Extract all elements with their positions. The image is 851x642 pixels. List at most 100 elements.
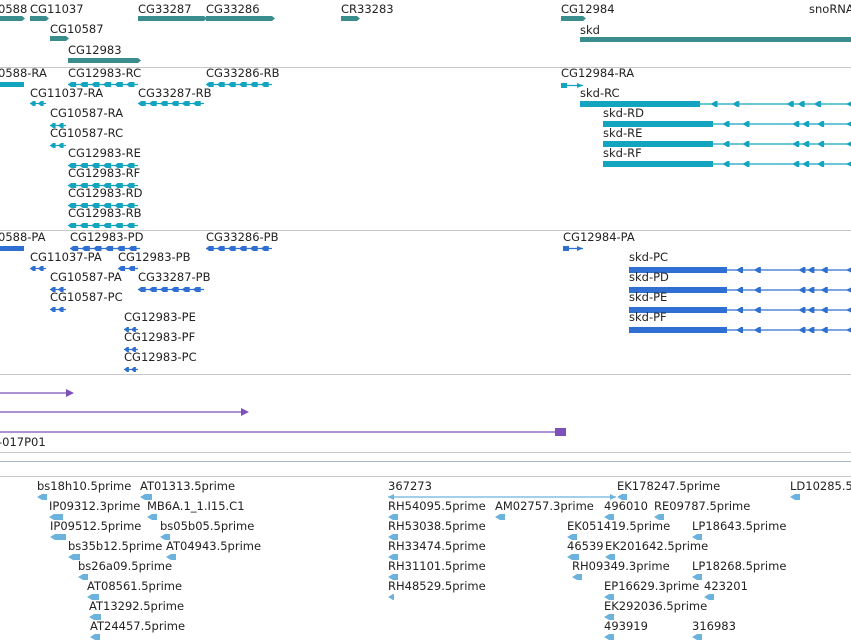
feature-label[interactable]: 0588-RA bbox=[0, 66, 47, 80]
feature-label[interactable]: RH31101.5prime bbox=[388, 559, 486, 573]
feature-glyph[interactable] bbox=[37, 493, 51, 502]
feature-glyph[interactable] bbox=[572, 573, 586, 582]
feature-label[interactable]: EK292036.5prime bbox=[604, 599, 708, 613]
feature-glyph[interactable] bbox=[78, 573, 92, 582]
feature-label[interactable]: snoRNA bbox=[809, 2, 851, 16]
feature-label[interactable]: CG33286-RB bbox=[206, 66, 280, 80]
feature-label[interactable]: CG33287 bbox=[138, 2, 192, 16]
feature-glyph[interactable] bbox=[124, 345, 142, 354]
feature-glyph[interactable] bbox=[68, 201, 142, 210]
feature-label[interactable]: 496010 bbox=[604, 499, 648, 513]
clone-label[interactable]: -017P01 bbox=[0, 435, 46, 449]
feature-glyph[interactable] bbox=[341, 14, 361, 23]
feature-glyph[interactable] bbox=[124, 325, 142, 334]
feature-glyph[interactable] bbox=[30, 264, 50, 273]
feature-label[interactable]: AM02757.3prime bbox=[495, 499, 594, 513]
feature-label[interactable]: EP16629.3prime bbox=[604, 579, 700, 593]
feature-label[interactable]: CG10587 bbox=[50, 22, 104, 36]
feature-glyph[interactable] bbox=[68, 181, 142, 190]
feature-label[interactable]: CG12983-RE bbox=[68, 146, 141, 160]
feature-label[interactable]: 46539 bbox=[567, 539, 604, 553]
feature-glyph[interactable] bbox=[50, 121, 70, 130]
feature-label[interactable]: skd-PC bbox=[629, 250, 669, 264]
feature-label[interactable]: AT01313.5prime bbox=[140, 479, 236, 493]
feature-label[interactable]: 493919 bbox=[604, 619, 648, 633]
feature-glyph[interactable] bbox=[50, 285, 70, 294]
feature-glyph[interactable] bbox=[138, 14, 208, 23]
feature-label[interactable]: CG33286 bbox=[206, 2, 260, 16]
feature-label[interactable]: CG12983-PB bbox=[118, 250, 191, 264]
feature-glyph[interactable] bbox=[50, 305, 70, 314]
feature-glyph[interactable] bbox=[692, 533, 706, 542]
feature-glyph[interactable] bbox=[206, 244, 276, 253]
feature-glyph[interactable] bbox=[605, 553, 619, 562]
feature-label[interactable]: CG12983-RD bbox=[68, 186, 143, 200]
feature-label[interactable]: CG11037 bbox=[30, 2, 84, 16]
feature-label[interactable]: IP09312.3prime bbox=[49, 499, 141, 513]
feature-glyph[interactable] bbox=[563, 244, 587, 253]
feature-label[interactable]: EK178247.5prime bbox=[617, 479, 721, 493]
feature-label[interactable]: 367273 bbox=[388, 479, 432, 493]
feature-glyph[interactable] bbox=[604, 613, 618, 622]
feature-glyph[interactable] bbox=[138, 99, 208, 108]
feature-glyph[interactable] bbox=[160, 533, 174, 542]
feature-glyph[interactable] bbox=[124, 365, 142, 374]
feature-label[interactable]: CG12983-RF bbox=[68, 166, 141, 180]
feature-label[interactable]: 0588 bbox=[0, 2, 28, 16]
feature-label[interactable]: 423201 bbox=[704, 579, 748, 593]
feature-glyph[interactable] bbox=[0, 244, 28, 253]
feature-glyph[interactable] bbox=[68, 80, 142, 89]
feature-glyph[interactable] bbox=[147, 513, 161, 522]
feature-label[interactable]: RH53038.5prime bbox=[388, 519, 486, 533]
feature-label[interactable]: RH48529.5prime bbox=[388, 579, 486, 593]
feature-label[interactable]: CR33283 bbox=[341, 2, 394, 16]
feature-label[interactable]: skd-RC bbox=[580, 86, 620, 100]
feature-glyph[interactable] bbox=[30, 14, 50, 23]
feature-glyph[interactable] bbox=[50, 141, 70, 150]
feature-label[interactable]: bs05b05.5prime bbox=[160, 519, 255, 533]
feature-glyph[interactable] bbox=[603, 139, 851, 149]
feature-glyph[interactable] bbox=[561, 14, 587, 23]
feature-glyph[interactable] bbox=[138, 285, 208, 294]
feature-glyph[interactable] bbox=[166, 553, 180, 562]
feature-label[interactable]: RE09787.5prime bbox=[654, 499, 751, 513]
feature-label[interactable]: skd-PD bbox=[629, 270, 669, 284]
feature-label[interactable]: MB6A.1_1.I15.C1 bbox=[147, 499, 245, 513]
feature-label[interactable]: skd-RF bbox=[603, 146, 642, 160]
feature-glyph[interactable] bbox=[68, 161, 142, 170]
feature-label[interactable]: CG11037-RA bbox=[30, 86, 104, 100]
feature-glyph[interactable] bbox=[495, 513, 509, 522]
feature-glyph[interactable] bbox=[49, 513, 67, 522]
feature-glyph[interactable] bbox=[68, 553, 84, 562]
feature-label[interactable]: RH09349.3prime bbox=[572, 559, 670, 573]
feature-glyph[interactable] bbox=[567, 533, 581, 542]
feature-glyph[interactable] bbox=[704, 593, 718, 602]
feature-label[interactable]: CG12984 bbox=[561, 2, 615, 16]
feature-glyph[interactable] bbox=[118, 264, 142, 273]
feature-glyph[interactable] bbox=[68, 221, 142, 230]
feature-label[interactable]: CG12983-PD bbox=[70, 230, 144, 244]
feature-glyph[interactable] bbox=[68, 56, 142, 65]
feature-glyph[interactable] bbox=[388, 573, 402, 582]
feature-glyph[interactable] bbox=[567, 553, 583, 562]
feature-label[interactable]: CG11037-PA bbox=[30, 250, 102, 264]
feature-label[interactable]: 0588-PA bbox=[0, 230, 46, 244]
feature-label[interactable]: AT08561.5prime bbox=[87, 579, 183, 593]
feature-label[interactable]: 316983 bbox=[692, 619, 736, 633]
feature-label[interactable]: skd-PE bbox=[629, 290, 668, 304]
feature-label[interactable]: bs18h10.5prime bbox=[37, 479, 132, 493]
feature-glyph[interactable] bbox=[87, 593, 103, 602]
feature-label[interactable]: CG12983-RB bbox=[68, 206, 142, 220]
feature-label[interactable]: IP09512.5prime bbox=[50, 519, 142, 533]
feature-glyph[interactable] bbox=[90, 633, 104, 642]
feature-label[interactable]: LD10285.5 bbox=[790, 479, 851, 493]
feature-glyph[interactable] bbox=[89, 613, 105, 622]
feature-glyph[interactable] bbox=[580, 99, 851, 109]
feature-glyph[interactable] bbox=[0, 80, 28, 89]
feature-label[interactable]: LP18643.5prime bbox=[692, 519, 787, 533]
feature-label[interactable]: CG12983-PE bbox=[124, 310, 196, 324]
feature-glyph[interactable] bbox=[140, 493, 156, 502]
feature-label[interactable]: CG33287-PB bbox=[138, 270, 211, 284]
feature-label[interactable]: EK201642.5prime bbox=[605, 539, 709, 553]
feature-glyph[interactable] bbox=[654, 513, 668, 522]
